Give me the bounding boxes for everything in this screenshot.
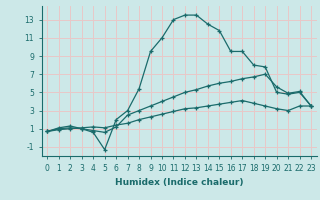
X-axis label: Humidex (Indice chaleur): Humidex (Indice chaleur) [115,178,244,187]
